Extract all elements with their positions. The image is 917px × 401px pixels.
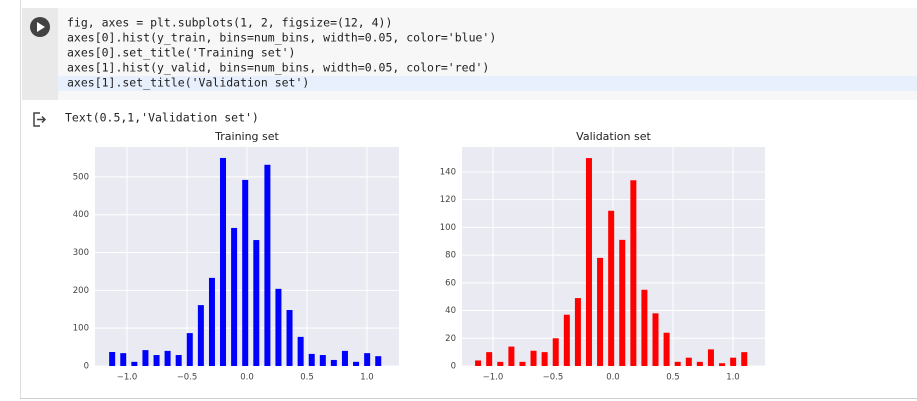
x-tick-label: 0.0 [240, 373, 254, 383]
bar [364, 353, 371, 366]
bar [131, 361, 138, 366]
bar [264, 164, 271, 366]
y-tick-label: 0 [84, 362, 89, 372]
bar [220, 157, 227, 366]
bar [353, 361, 360, 366]
bar [619, 239, 626, 366]
output-icon [33, 112, 47, 127]
bar [530, 350, 537, 366]
y-tick-label: 0 [451, 362, 456, 372]
bar [164, 350, 171, 366]
bar [120, 353, 127, 366]
bar [696, 361, 703, 366]
bar [574, 298, 581, 366]
bar [663, 332, 670, 366]
x-tick-label: 1.0 [360, 373, 374, 383]
x-tick-label: 0.5 [666, 373, 680, 383]
bar [552, 338, 559, 366]
y-tick-label: 400 [73, 210, 89, 220]
bar [608, 210, 615, 366]
x-tick-label: −0.5 [543, 373, 564, 383]
bar [563, 314, 570, 366]
bar [486, 352, 493, 366]
y-tick-label: 80 [445, 251, 456, 261]
bar [341, 350, 348, 366]
bar [652, 313, 659, 366]
code-line: axes[1].set_title('Validation set') [67, 76, 309, 90]
bar [297, 336, 304, 366]
bar [730, 357, 737, 366]
chart-title: Validation set [576, 130, 651, 143]
bar [308, 353, 315, 366]
y-tick-label: 120 [440, 195, 456, 205]
bar [319, 355, 326, 366]
bar [175, 355, 182, 366]
bar [208, 277, 215, 366]
code-line: axes[1].hist(y_valid, bins=num_bins, wid… [67, 61, 489, 75]
y-tick-label: 140 [440, 167, 456, 177]
bar [231, 227, 238, 366]
x-tick-label: −1.0 [117, 373, 138, 383]
bar [186, 333, 193, 366]
bar [109, 352, 116, 366]
bar [641, 289, 648, 366]
bar [741, 352, 748, 366]
code-line: axes[0].hist(y_train, bins=num_bins, wid… [67, 31, 496, 45]
y-tick-label: 40 [445, 306, 456, 316]
bar [685, 357, 692, 366]
y-tick-label: 100 [73, 324, 89, 334]
bar [330, 359, 337, 366]
x-tick-label: −1.0 [483, 373, 504, 383]
x-tick-label: 0.5 [300, 373, 314, 383]
bar [707, 349, 714, 366]
current-line [58, 76, 917, 91]
bar [497, 361, 504, 366]
run-icon [37, 22, 45, 32]
output-text: Text(0.5,1,'Validation set') [65, 111, 259, 125]
bar [275, 288, 282, 366]
x-tick-label: −0.5 [177, 373, 198, 383]
bar [519, 361, 526, 366]
y-tick-label: 300 [73, 248, 89, 258]
y-tick-label: 500 [73, 172, 89, 182]
bar [375, 356, 382, 366]
bar [286, 310, 293, 366]
y-tick-label: 100 [440, 223, 456, 233]
bar [597, 257, 604, 366]
bar [630, 180, 637, 366]
bar [253, 240, 260, 366]
bar [153, 355, 160, 366]
bar [719, 363, 726, 366]
bar [541, 352, 548, 366]
chart-title: Training set [214, 130, 279, 143]
bar [674, 361, 681, 366]
bar [585, 158, 592, 366]
y-tick-label: 20 [445, 334, 456, 344]
bar [475, 360, 482, 366]
bar [142, 350, 149, 366]
x-tick-label: 0.0 [606, 373, 620, 383]
y-tick-label: 200 [73, 286, 89, 296]
bar [508, 346, 515, 366]
x-tick-label: 1.0 [726, 373, 740, 383]
code-line: axes[0].set_title('Training set') [67, 46, 295, 60]
bar [197, 305, 204, 366]
code-line: fig, axes = plt.subplots(1, 2, figsize=(… [67, 16, 392, 30]
bar [242, 179, 249, 366]
y-tick-label: 60 [445, 278, 456, 288]
